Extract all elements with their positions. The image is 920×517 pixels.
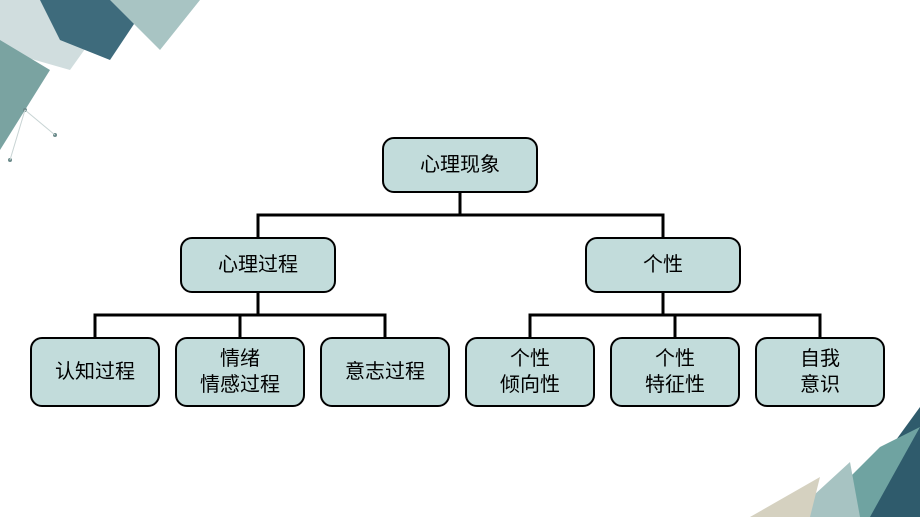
tree-node-l2a: 心理过程 bbox=[180, 237, 336, 293]
tree-connectors bbox=[0, 0, 920, 517]
tree-node-label: 自我 意识 bbox=[800, 346, 840, 398]
tree-node-label: 心理现象 bbox=[420, 152, 500, 178]
tree-node-label: 情绪 情感过程 bbox=[200, 346, 280, 398]
tree-node-label: 意志过程 bbox=[345, 359, 425, 385]
tree-node-l3e: 个性 特征性 bbox=[610, 337, 740, 407]
tree-node-l3f: 自我 意识 bbox=[755, 337, 885, 407]
tree-node-l3a: 认知过程 bbox=[30, 337, 160, 407]
tree-node-l3d: 个性 倾向性 bbox=[465, 337, 595, 407]
tree-node-label: 心理过程 bbox=[218, 252, 298, 278]
tree-node-l3b: 情绪 情感过程 bbox=[175, 337, 305, 407]
tree-node-label: 个性 特征性 bbox=[645, 346, 705, 398]
decor-top-left bbox=[0, 0, 220, 180]
tree-node-l3c: 意志过程 bbox=[320, 337, 450, 407]
tree-node-label: 认知过程 bbox=[55, 359, 135, 385]
tree-node-l2b: 个性 bbox=[585, 237, 741, 293]
tree-node-root: 心理现象 bbox=[382, 137, 538, 193]
tree-node-label: 个性 倾向性 bbox=[500, 346, 560, 398]
tree-node-label: 个性 bbox=[643, 252, 683, 278]
